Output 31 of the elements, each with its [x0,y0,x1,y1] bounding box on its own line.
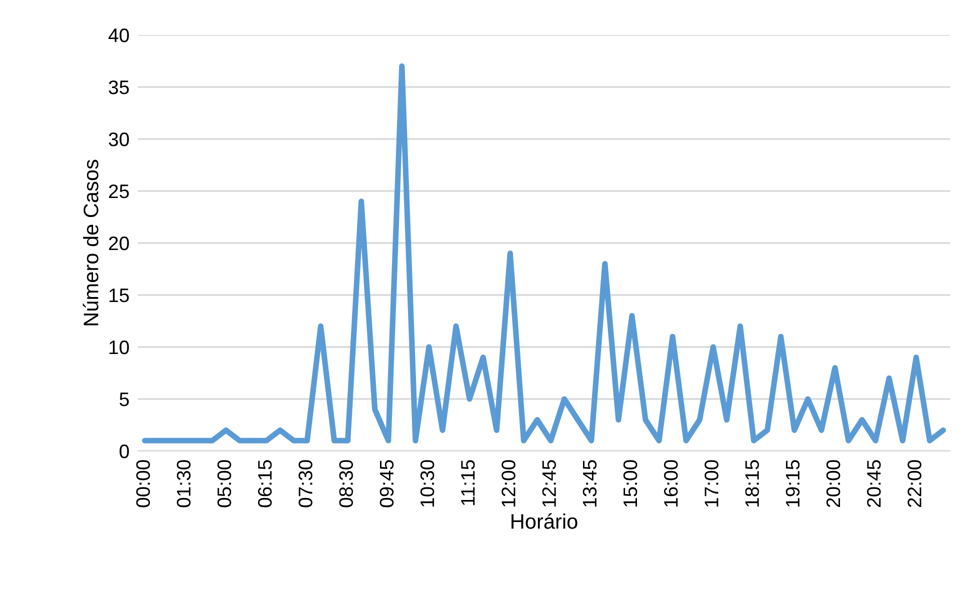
x-tick-label: 11:15 [461,460,475,506]
x-tick-label: 07:30 [298,460,312,508]
x-tick-label: 05:00 [217,460,232,508]
y-tick-label: 35 [108,80,129,94]
x-tick-label: 13:45 [582,460,597,507]
x-tick-label: 20:45 [867,460,881,508]
x-tick-label: 22:00 [908,460,922,508]
x-tick-label: 00:00 [136,460,150,508]
y-tick-label: 30 [108,132,129,146]
y-tick-label: 25 [109,184,129,198]
x-tick-label: 19:15 [786,460,800,507]
x-tick-label: 18:15 [745,460,759,507]
x-tick-label: 12:45 [542,460,556,507]
y-axis-title: Número de Casos [82,160,98,326]
y-tick-label: 15 [110,288,129,302]
x-tick-label: 08:30 [339,460,353,508]
y-tick-label: 5 [120,392,129,406]
y-tick-label: 10 [110,340,129,354]
x-tick-label: 10:30 [420,460,434,507]
x-tick-label: 15:00 [623,460,638,507]
x-tick-label: 12:00 [502,460,516,507]
y-tick-label: 40 [108,28,129,42]
x-axis-title: Horário [512,513,578,529]
x-tick-label: 06:15 [258,460,272,508]
x-tick-label: 09:45 [380,460,394,508]
y-tick-label: 0 [120,444,129,458]
x-tick-label: 20:00 [826,460,840,508]
x-tick-label: 17:00 [704,460,718,507]
x-tick-label: 01:30 [176,460,191,508]
y-tick-label: 20 [109,236,129,250]
x-tick-label: 16:00 [664,460,678,507]
